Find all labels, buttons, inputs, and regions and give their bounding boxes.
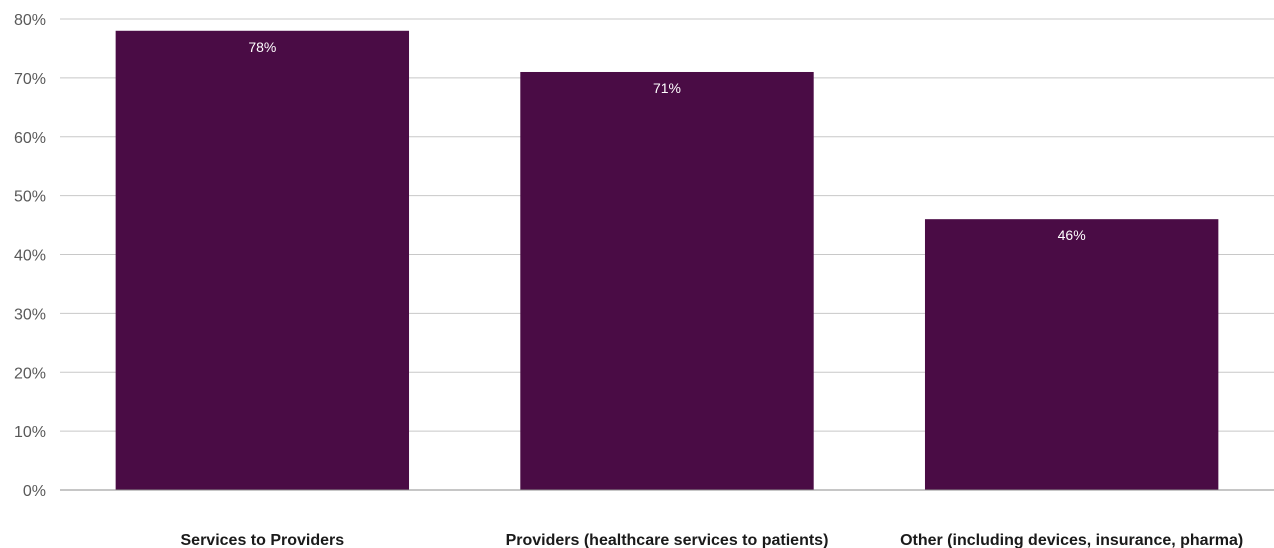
bar — [520, 71, 814, 491]
data-labels: 78% 71% 46% — [248, 39, 1085, 243]
y-tick-label: 30% — [14, 306, 46, 323]
y-axis-tick-labels: 0% 10% 20% 30% 40% 50% 60% 70% 80% — [14, 12, 46, 500]
x-axis-category-labels: Services to Providers Providers (healthca… — [181, 532, 1244, 548]
y-tick-label: 40% — [14, 248, 46, 265]
data-label: 78% — [248, 39, 276, 55]
bar — [115, 30, 410, 491]
y-tick-label: 80% — [14, 12, 46, 29]
bar — [924, 219, 1219, 491]
category-label: Services to Providers — [181, 532, 345, 548]
category-label: Other (including devices, insurance, pha… — [900, 532, 1243, 548]
y-tick-label: 70% — [14, 71, 46, 88]
category-label: Providers (healthcare services to patien… — [506, 532, 829, 548]
y-tick-label: 20% — [14, 365, 46, 382]
y-tick-label: 10% — [14, 424, 46, 441]
data-label: 46% — [1058, 227, 1086, 243]
y-tick-label: 50% — [14, 189, 46, 206]
y-tick-label: 60% — [14, 130, 46, 147]
data-label: 71% — [653, 80, 681, 96]
bars — [115, 30, 1219, 491]
y-tick-label: 0% — [23, 483, 46, 500]
